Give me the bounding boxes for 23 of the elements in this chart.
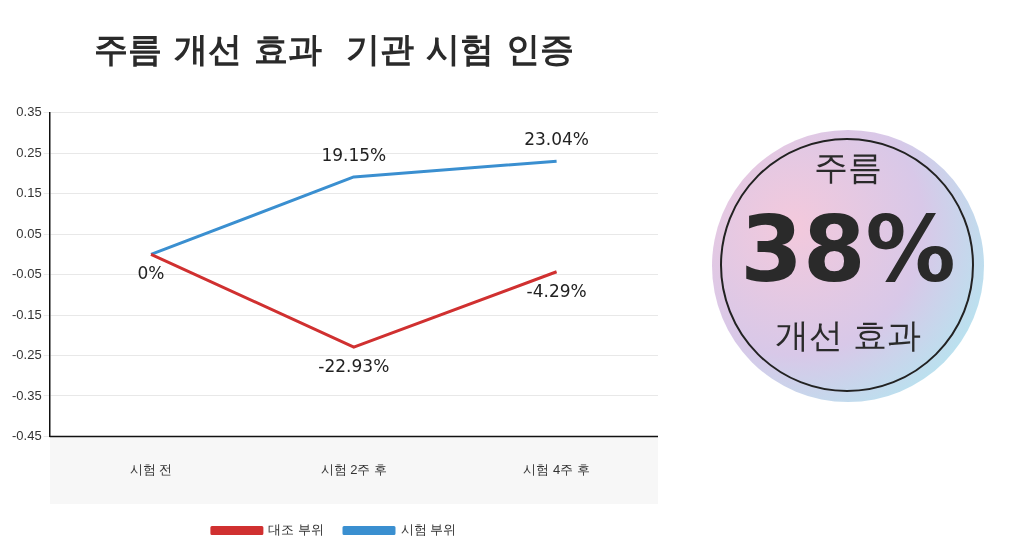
- chart-title: 주름 개선 효과 기관 시험 인증: [94, 29, 574, 70]
- x-tick-label: 시험 2주 후: [320, 461, 388, 477]
- y-tick-label: -0.35: [11, 387, 42, 403]
- y-tick-label: -0.25: [11, 347, 42, 363]
- data-label: 0%: [137, 263, 165, 284]
- text: 개선 효과: [773, 315, 923, 355]
- y-tick-label: 0.35: [16, 104, 42, 120]
- y-tick-label: -0.45: [11, 427, 42, 443]
- y-tick-label: -0.15: [11, 306, 42, 322]
- legend-label: 시험 부위: [400, 522, 457, 538]
- y-tick-label: 0.25: [16, 144, 42, 160]
- y-tick-label: 0.05: [16, 225, 42, 241]
- text: 38%: [739, 197, 957, 302]
- y-tick-label: -0.05: [11, 266, 42, 282]
- y-tick-label: 0.15: [16, 185, 42, 201]
- data-label: 23.04%: [524, 129, 590, 150]
- legend-label: 대조 부위: [268, 522, 325, 538]
- x-tick-label: 시험 전: [129, 461, 173, 477]
- data-label: 19.15%: [321, 144, 387, 165]
- text: 주름: [813, 147, 883, 187]
- x-tick-label: 시험 4주 후: [523, 461, 590, 477]
- data-label: -4.29%: [526, 280, 587, 301]
- data-label: -22.93%: [318, 356, 390, 377]
